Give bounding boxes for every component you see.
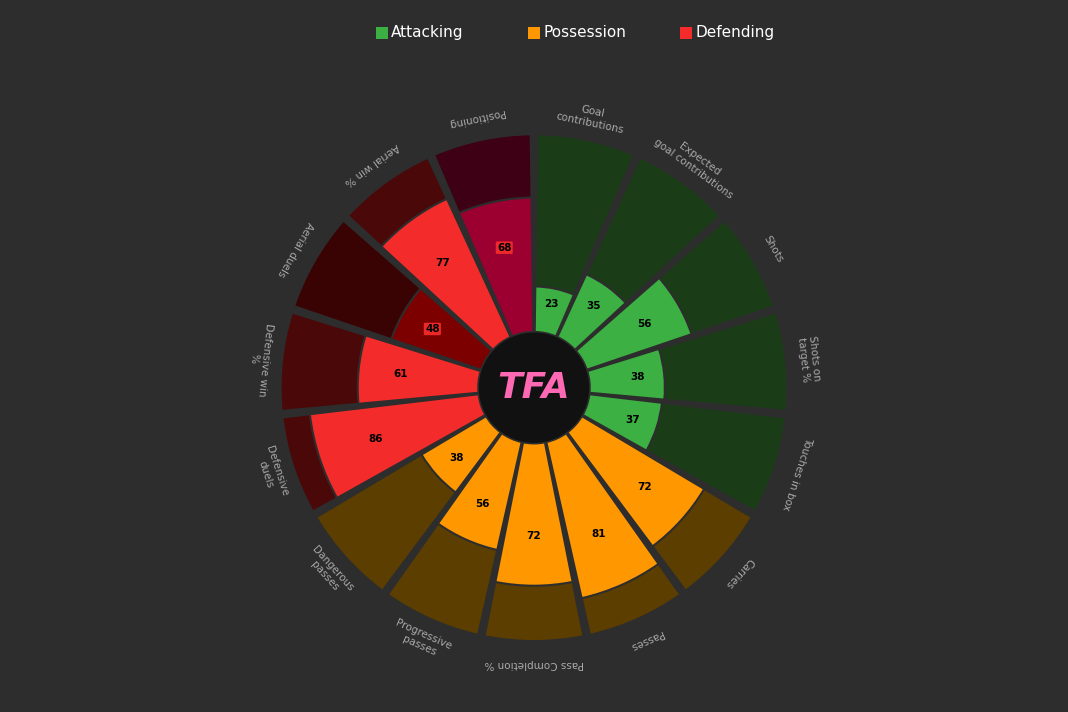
- Wedge shape: [282, 394, 485, 511]
- Wedge shape: [485, 442, 583, 641]
- Circle shape: [480, 333, 588, 442]
- Text: Expected
goal contributions: Expected goal contributions: [651, 127, 741, 201]
- Wedge shape: [587, 349, 665, 399]
- Text: Dangerous
passes: Dangerous passes: [302, 544, 356, 601]
- Text: 37: 37: [625, 414, 640, 424]
- Text: 56: 56: [638, 319, 651, 329]
- Text: Progressive
passes: Progressive passes: [390, 618, 454, 662]
- Text: 56: 56: [475, 499, 489, 509]
- Text: 48: 48: [425, 324, 440, 334]
- Wedge shape: [434, 135, 533, 337]
- Wedge shape: [567, 417, 752, 591]
- Wedge shape: [567, 417, 704, 546]
- Wedge shape: [388, 433, 521, 635]
- Wedge shape: [459, 197, 533, 337]
- Text: Positioning: Positioning: [447, 107, 505, 128]
- Wedge shape: [496, 442, 572, 586]
- Text: Defensive
duels: Defensive duels: [253, 445, 289, 501]
- Wedge shape: [547, 433, 659, 598]
- Text: Defending: Defending: [695, 26, 774, 41]
- Wedge shape: [310, 394, 485, 498]
- Wedge shape: [557, 274, 626, 350]
- Text: 77: 77: [436, 258, 451, 268]
- Wedge shape: [547, 433, 680, 635]
- Text: Touches in box: Touches in box: [780, 435, 813, 511]
- Wedge shape: [576, 278, 692, 370]
- Text: Shots: Shots: [761, 234, 785, 265]
- Wedge shape: [535, 135, 634, 337]
- Text: 35: 35: [586, 301, 600, 311]
- Text: 38: 38: [631, 372, 645, 382]
- Wedge shape: [316, 417, 501, 591]
- Wedge shape: [438, 433, 521, 550]
- Wedge shape: [358, 335, 481, 404]
- Text: 86: 86: [368, 434, 383, 444]
- Wedge shape: [391, 288, 492, 370]
- Bar: [529, 27, 539, 38]
- Wedge shape: [381, 199, 511, 350]
- Wedge shape: [583, 394, 786, 511]
- Text: Passes: Passes: [628, 628, 664, 651]
- Text: 72: 72: [637, 482, 651, 492]
- Wedge shape: [422, 417, 501, 493]
- Text: Possession: Possession: [544, 26, 626, 41]
- Text: Aerial win %: Aerial win %: [343, 141, 400, 187]
- Text: 38: 38: [449, 453, 464, 463]
- Bar: [680, 27, 692, 38]
- Text: Aerial duels: Aerial duels: [276, 221, 314, 278]
- Text: 68: 68: [497, 243, 512, 253]
- Text: TFA: TFA: [498, 371, 570, 404]
- Wedge shape: [294, 221, 492, 370]
- Text: 23: 23: [545, 299, 559, 309]
- Wedge shape: [583, 394, 662, 451]
- Wedge shape: [281, 313, 481, 411]
- Bar: [376, 27, 388, 38]
- Wedge shape: [535, 286, 574, 337]
- Text: Defensive win
%: Defensive win %: [245, 321, 273, 397]
- Text: Shots on
target %: Shots on target %: [796, 335, 821, 382]
- Wedge shape: [576, 221, 774, 370]
- Wedge shape: [587, 313, 787, 411]
- Text: 61: 61: [393, 369, 408, 379]
- Text: 72: 72: [527, 531, 541, 541]
- Text: Goal
contributions: Goal contributions: [555, 100, 628, 135]
- Text: Pass Completion %: Pass Completion %: [484, 659, 584, 669]
- Wedge shape: [348, 157, 511, 350]
- Text: Attacking: Attacking: [391, 26, 464, 41]
- Text: Carries: Carries: [723, 555, 755, 590]
- Text: 81: 81: [592, 528, 607, 539]
- Wedge shape: [557, 157, 720, 350]
